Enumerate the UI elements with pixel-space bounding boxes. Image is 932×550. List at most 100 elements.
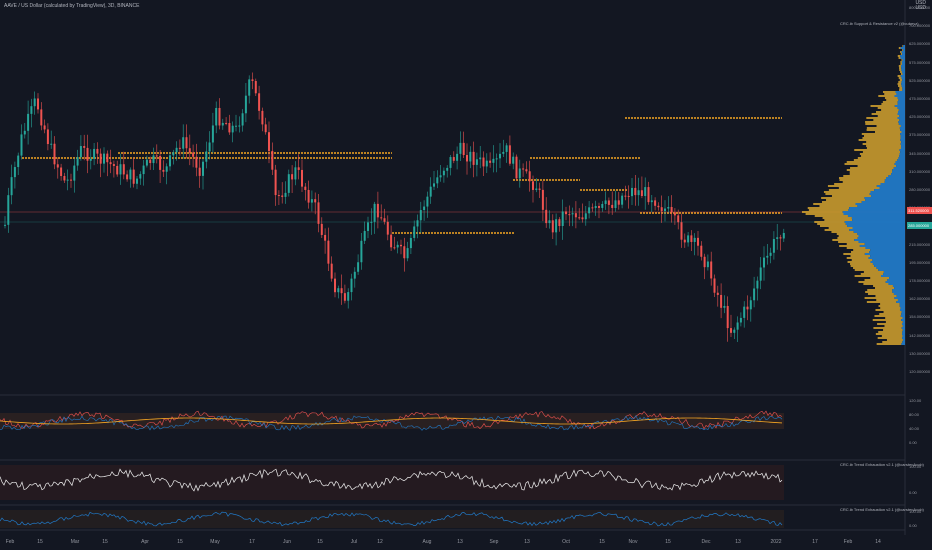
- volume-profile-bar-gold: [870, 277, 890, 279]
- volume-profile-bar-blue: [857, 237, 905, 239]
- candle-body: [373, 203, 376, 222]
- volume-profile-bar-gold: [873, 327, 902, 329]
- candle-body: [10, 177, 13, 196]
- volume-profile-bar-gold: [826, 199, 866, 201]
- candle-body: [4, 224, 6, 226]
- volume-profile-bar-gold: [824, 219, 853, 221]
- candle-body: [555, 219, 558, 233]
- candle-body: [172, 152, 175, 156]
- volume-profile-bar-gold: [863, 283, 889, 285]
- candle-body: [317, 202, 320, 224]
- candle-body: [73, 165, 76, 181]
- te2-line: [0, 511, 783, 527]
- trend-exhaustion-label[interactable]: CRC.ib Trend Exhaustion v2.1 (@carstenAc…: [840, 462, 924, 467]
- candle-body: [753, 288, 756, 301]
- candle-body: [126, 174, 129, 180]
- volume-profile-bar-blue: [899, 153, 905, 155]
- candle-body: [459, 142, 462, 154]
- volume-profile-bar-gold: [877, 107, 898, 109]
- candle-body: [776, 237, 779, 239]
- volume-profile-bar-blue: [903, 45, 905, 47]
- volume-profile-bar-gold: [874, 287, 895, 289]
- volume-profile-bar-gold: [878, 305, 900, 307]
- candle-body: [690, 235, 693, 242]
- volume-profile-bar-blue: [897, 97, 905, 99]
- candle-body: [175, 147, 178, 153]
- volume-profile-bar-gold: [878, 331, 903, 333]
- volume-profile-bar-gold: [850, 265, 875, 267]
- candle-body: [383, 218, 386, 222]
- candle-body: [584, 213, 587, 220]
- volume-profile-bar-blue: [900, 139, 905, 141]
- candle-body: [601, 203, 604, 208]
- candle-body: [182, 137, 185, 149]
- rsi-line: [0, 410, 783, 430]
- time-tick-label: 13: [524, 539, 530, 545]
- volume-profile-bar-gold: [881, 109, 899, 111]
- volume-profile-bar-blue: [896, 295, 905, 297]
- volume-profile-bar-blue: [843, 213, 905, 215]
- volume-profile-bar-gold: [865, 291, 893, 293]
- candle-body: [617, 200, 620, 205]
- volume-profile-bar-gold: [823, 191, 871, 193]
- volume-profile-bar-blue: [874, 265, 905, 267]
- candle-body: [574, 213, 577, 218]
- candle-body: [644, 187, 647, 197]
- candle-body: [475, 159, 478, 165]
- volume-profile-bar-blue: [870, 191, 905, 193]
- candle-body: [310, 199, 313, 203]
- volume-profile-bar-gold: [838, 235, 859, 237]
- volume-profile-bar-blue: [864, 253, 905, 255]
- candle-body: [17, 155, 20, 168]
- volume-profile-bar-blue: [898, 157, 905, 159]
- volume-profile-bar-blue: [896, 165, 905, 167]
- volume-profile-bar-gold: [881, 335, 903, 337]
- volume-profile-bar-blue: [901, 51, 905, 53]
- price-tick-label: 120.000000: [909, 369, 931, 374]
- candle-body: [439, 175, 442, 178]
- volume-profile-bar-gold: [828, 227, 853, 229]
- sr-indicator-label[interactable]: CRC.ib Support & Resistance v2 (@cubevz): [840, 21, 919, 26]
- candle-body: [581, 217, 584, 220]
- volume-profile-bar-gold: [883, 311, 902, 313]
- volume-profile-bar-blue: [887, 279, 905, 281]
- candle-body: [274, 169, 277, 196]
- rsi-tick-label: 40.00: [909, 426, 920, 431]
- time-tick-label: 15: [177, 539, 183, 545]
- volume-profile-bar-gold: [871, 113, 898, 115]
- candle-body: [211, 125, 214, 143]
- volume-profile-bar-gold: [861, 155, 900, 157]
- candle-body: [657, 205, 660, 208]
- volume-profile-bar-gold: [867, 289, 893, 291]
- trend-exhaustion-2-label[interactable]: CRC.ib Trend Exhaustion v2.1 (@carstenAc…: [840, 507, 924, 512]
- volume-profile-bar-blue: [902, 53, 905, 55]
- volume-profile-bar-gold: [813, 203, 856, 205]
- volume-profile-bar-blue: [902, 329, 905, 331]
- currency-label[interactable]: USD USD: [915, 1, 926, 11]
- volume-profile-bar-blue: [892, 291, 905, 293]
- volume-profile-bar-blue: [902, 73, 905, 75]
- candle-body: [271, 150, 274, 170]
- volume-profile-bar-gold: [874, 315, 901, 317]
- time-tick-label: May: [210, 539, 220, 545]
- volume-profile-bar-blue: [901, 131, 905, 133]
- candle-body: [343, 293, 346, 301]
- volume-profile-bar-blue: [851, 217, 905, 219]
- volume-profile-bar-blue: [900, 129, 905, 131]
- candle-body: [611, 204, 614, 208]
- candle-body: [736, 322, 739, 330]
- candle-body: [525, 169, 528, 172]
- volume-profile-bar-gold: [876, 343, 902, 345]
- volume-profile-bar-gold: [866, 127, 900, 129]
- candle-body: [680, 222, 683, 240]
- time-tick-label: Feb: [5, 539, 15, 545]
- time-tick-label: Dec: [701, 539, 711, 545]
- candle-body: [66, 179, 69, 181]
- volume-profile-bar-blue: [859, 245, 905, 247]
- volume-profile-bar-blue: [899, 119, 905, 121]
- price-tick-label: 195.000000: [909, 259, 931, 265]
- volume-profile-bar-gold: [822, 217, 852, 219]
- candle-body: [515, 156, 518, 179]
- candle-body: [13, 167, 16, 178]
